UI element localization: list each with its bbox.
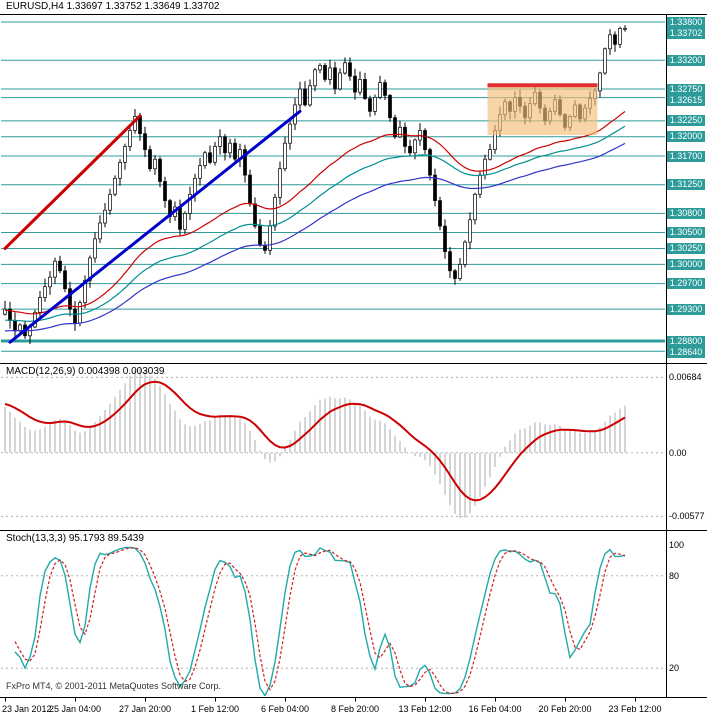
price-scale-label: 1.28640 xyxy=(667,346,705,358)
moving-averages xyxy=(4,111,626,332)
trend-lines xyxy=(3,109,302,344)
time-axis-label: 23 Feb 12:00 xyxy=(608,704,662,714)
price-scale-axis[interactable]: 1.33800 1.33702 1.33200 1.32750 1.32615 1.322… xyxy=(667,0,707,700)
price-scale-label: 1.29700 xyxy=(667,278,705,290)
macd-scale-label: -0.00577 xyxy=(669,511,705,522)
price-scale-label: 1.28800 xyxy=(667,335,705,347)
price-scale-label: 1.30250 xyxy=(667,243,705,254)
time-axis-label: 1 Feb 12:00 xyxy=(190,704,240,714)
copyright-text: FxPro MT4, © 2001-2011 MetaQuotes Softwa… xyxy=(6,681,222,691)
macd-header: MACD(12,26,9) 0.004398 0.003039 xyxy=(6,366,165,377)
moving-average-line xyxy=(5,125,626,322)
consolidation-zone xyxy=(487,83,598,135)
time-axis-label: 6 Feb 04:00 xyxy=(260,704,310,714)
time-axis-label: 23 Jan 2012 xyxy=(2,704,52,714)
time-axis-label: 8 Feb 20:00 xyxy=(330,704,380,714)
price-scale-label: 1.32000 xyxy=(667,131,705,143)
macd-signal-line xyxy=(4,380,626,502)
time-axis-label: 20 Feb 20:00 xyxy=(538,704,592,714)
price-scale-label: 1.32750 xyxy=(667,83,705,95)
macd-panel xyxy=(1,368,665,519)
price-scale-label: 1.30500 xyxy=(667,227,705,238)
macd-histogram xyxy=(4,368,626,519)
stoch-panel xyxy=(1,546,665,696)
trend-line-red xyxy=(3,114,142,250)
price-scale-label: 1.33702 xyxy=(667,27,705,39)
moving-average-line xyxy=(4,142,626,332)
time-axis-label: 13 Feb 12:00 xyxy=(398,704,452,714)
stoch-main-line xyxy=(14,546,626,696)
macd-scale-label: 0.00 xyxy=(669,447,687,458)
time-axis-label: 16 Feb 04:00 xyxy=(468,704,522,714)
price-scale-label: 1.33200 xyxy=(667,54,705,66)
stoch-scale-label: 20 xyxy=(669,663,680,674)
trend-line-blue xyxy=(8,109,302,344)
macd-scale-label: 0.00684 xyxy=(669,372,702,383)
price-scale-label: 1.32615 xyxy=(667,94,705,106)
price-scale-label: 1.33800 xyxy=(667,16,705,28)
panel-borders xyxy=(0,14,707,702)
time-axis-label: 25 Jan 04:00 xyxy=(48,704,102,714)
stoch-header: Stoch(13,3,3) 95.1793 89.5439 xyxy=(6,533,144,544)
price-scale-label: 1.30000 xyxy=(667,258,705,270)
moving-average-line xyxy=(4,111,626,315)
stoch-signal-line xyxy=(14,547,626,695)
stoch-scale-label: 100 xyxy=(669,540,685,550)
symbol-ohlc-header: EURUSD,H4 1.33697 1.33752 1.33649 1.3370… xyxy=(6,1,220,12)
time-axis[interactable]: 23 Jan 2012 25 Jan 04:00 27 Jan 20:00 1 Feb… xyxy=(0,701,707,724)
price-scale-label: 1.31250 xyxy=(667,179,705,191)
time-axis-label: 27 Jan 20:00 xyxy=(118,704,172,714)
price-scale-label: 1.32250 xyxy=(667,115,705,127)
price-scale-label: 1.29300 xyxy=(667,303,705,315)
price-grid-lines xyxy=(1,21,665,352)
price-scale-label: 1.30800 xyxy=(667,207,705,219)
price-scale-label: 1.31700 xyxy=(667,150,705,162)
stoch-scale-label: 80 xyxy=(669,570,680,581)
